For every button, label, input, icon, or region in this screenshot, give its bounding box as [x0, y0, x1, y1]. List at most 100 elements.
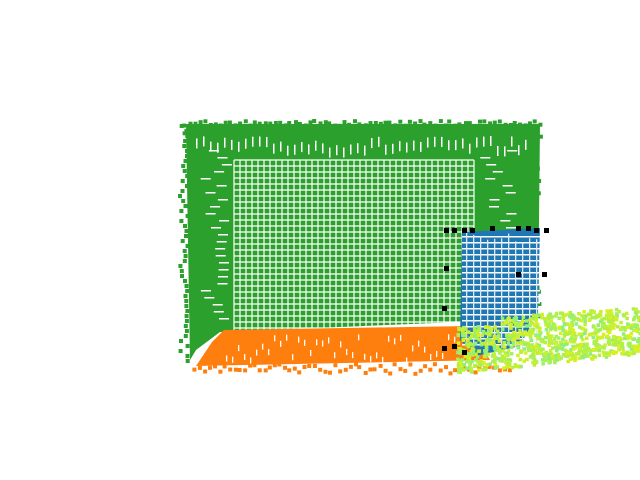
wall-point	[252, 132, 257, 137]
floor-point	[333, 363, 338, 368]
wall-gap	[200, 178, 211, 180]
foreground-point	[516, 321, 521, 326]
floor-point	[222, 364, 227, 369]
foreground-point	[464, 342, 469, 346]
wall-surface	[186, 124, 540, 360]
foreground-point	[572, 314, 576, 318]
wall-gap	[315, 140, 317, 151]
wall-point	[358, 130, 363, 135]
floor-point	[444, 365, 448, 370]
foreground-point	[625, 316, 629, 321]
floor-gap	[298, 336, 300, 343]
foreground-point	[631, 307, 636, 311]
wall-point	[283, 123, 288, 128]
foreground-point	[609, 309, 613, 313]
foreground-point	[560, 343, 564, 347]
foreground-point	[569, 327, 574, 331]
foreground-point	[492, 334, 496, 338]
foreground-point	[566, 359, 570, 364]
wall-gap	[280, 141, 282, 152]
wall-gap	[218, 269, 229, 271]
floor-point	[348, 364, 353, 369]
wall-point	[183, 224, 187, 228]
foreground-point	[547, 343, 551, 347]
foreground-point	[538, 351, 543, 355]
wall-point	[327, 135, 331, 140]
foreground-point	[583, 347, 587, 352]
wall-point	[308, 120, 313, 125]
foreground-point	[554, 311, 559, 316]
foreground-point	[563, 329, 568, 333]
wall-point	[277, 132, 282, 137]
foreground-point	[566, 312, 571, 316]
foreground-point	[601, 350, 606, 355]
foreground-point	[495, 365, 500, 369]
foreground-point	[621, 313, 626, 317]
floor-point	[257, 368, 262, 373]
wall-point	[531, 154, 536, 159]
foreground-point	[523, 342, 527, 347]
foreground-point	[468, 336, 472, 340]
foreground-point	[456, 363, 461, 367]
wall-gap	[301, 142, 303, 153]
wall-gap	[205, 192, 216, 194]
foreground-point	[607, 342, 611, 346]
foreground-point	[638, 327, 640, 331]
wall-gap	[483, 136, 485, 147]
foreground-point	[497, 334, 501, 338]
wall-point	[523, 135, 528, 140]
wall-point	[182, 131, 187, 136]
wall-gap	[350, 144, 352, 155]
wall-point	[182, 259, 187, 263]
wall-gap	[427, 137, 429, 148]
floor-point	[277, 362, 282, 367]
foreground-point	[580, 355, 585, 359]
wall-gap	[212, 304, 223, 306]
foreground-point	[562, 313, 566, 318]
foreground-point	[506, 349, 511, 353]
foreground-point	[596, 323, 601, 327]
wall-point	[536, 289, 541, 294]
foreground-point	[612, 318, 617, 322]
wall-point	[333, 123, 338, 128]
wall-gap	[371, 138, 373, 149]
wall-point	[477, 133, 482, 138]
wall-point	[508, 133, 513, 138]
wall-gap	[219, 262, 229, 264]
wall-point	[447, 130, 452, 135]
floor-gap	[334, 352, 336, 359]
wall-point	[303, 135, 308, 140]
foreground-point	[533, 313, 537, 318]
box-gap	[466, 232, 468, 343]
foreground-point	[632, 315, 637, 320]
wall-gap	[455, 140, 457, 151]
wall-gap	[329, 147, 331, 158]
foreground-point	[590, 356, 594, 361]
foreground-point	[623, 336, 627, 341]
foreground-point	[468, 362, 472, 366]
wall-point	[183, 159, 188, 163]
wall-point	[537, 302, 542, 306]
wall-point	[482, 133, 487, 138]
foreground-point	[614, 307, 619, 312]
keypoint-marker	[516, 226, 521, 231]
foreground-point	[587, 318, 592, 323]
floor-gap	[346, 349, 348, 355]
foreground-point	[569, 336, 574, 340]
foreground-point	[465, 366, 469, 371]
foreground-cluster-point-layer	[456, 307, 640, 375]
wall-point	[207, 133, 212, 138]
foreground-point	[514, 316, 519, 321]
wall-point	[473, 123, 478, 128]
foreground-point	[593, 355, 597, 359]
wall-gap	[219, 318, 229, 320]
floor-point	[438, 368, 443, 373]
foreground-point	[632, 328, 636, 333]
wall-point	[534, 138, 539, 142]
wall-point	[497, 119, 502, 124]
wall-gap	[434, 136, 436, 147]
foreground-point	[547, 336, 551, 341]
keypoint-marker	[542, 272, 547, 277]
foreground-point	[543, 358, 547, 362]
foreground-point	[573, 345, 578, 350]
